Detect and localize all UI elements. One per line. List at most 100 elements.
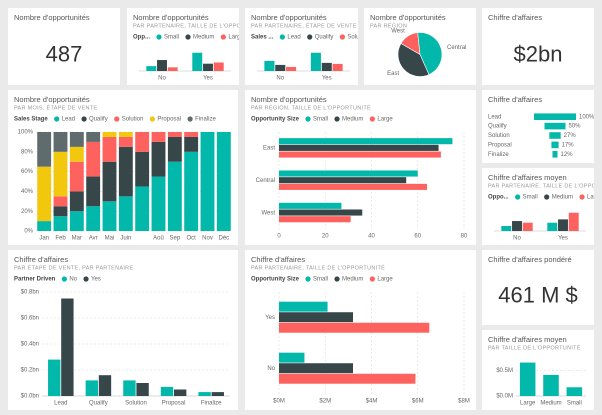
tile-subtitle: PAR PARTENAIRE, TAILLE DE L'OPPORTUNITÉ: [251, 264, 385, 271]
bar: [264, 60, 275, 71]
bar: [566, 387, 583, 396]
y-tick-label: 80%: [21, 149, 34, 155]
x-tick-label: Nov: [202, 236, 213, 242]
tile: Chiffre d'affaires Lead 100% Qualify 50% Solu…: [482, 90, 594, 163]
bar-segment: [37, 132, 52, 167]
bar: [157, 60, 167, 71]
tile-title: Nombre d'opportunités: [133, 13, 209, 22]
bar-segment: [86, 132, 101, 142]
x-tick-label: Oct: [186, 236, 196, 242]
legend-title: Opportunity Size: [251, 117, 300, 123]
y-tick-label: Yes: [265, 315, 275, 321]
bar: [61, 298, 74, 396]
tile-title: Chiffre d'affaires pondéré: [488, 255, 572, 264]
bar: [558, 219, 568, 231]
x-tick-label: 0: [277, 234, 281, 240]
x-tick-label: Medium: [540, 401, 561, 407]
bar-segment: [86, 141, 101, 177]
legend-marker: [185, 34, 191, 40]
slice-label: West: [391, 29, 405, 35]
bar-segment: [69, 146, 84, 162]
bar: [332, 63, 343, 71]
y-tick-label: No: [267, 366, 275, 372]
bar: [279, 373, 416, 384]
x-tick-label: Jan: [39, 236, 49, 242]
legend-marker: [187, 116, 193, 122]
legend-label: Large: [587, 195, 594, 201]
y-tick-label: $0.5M: [496, 368, 513, 374]
y-tick-label: 0%: [24, 229, 33, 235]
bar: [211, 392, 224, 396]
legend-marker: [279, 34, 285, 40]
x-tick-label: Mar: [72, 236, 82, 242]
bar: [321, 62, 332, 71]
bar-segment: [69, 132, 84, 147]
x-tick-label: $6M: [412, 399, 424, 405]
legend-marker: [369, 276, 375, 282]
x-tick-label: No: [276, 76, 284, 82]
x-tick-label: Sep: [169, 236, 180, 242]
legend-label: Lead: [287, 35, 300, 41]
funnel-bar: [534, 113, 576, 120]
legend-marker: [305, 276, 311, 282]
legend-marker: [156, 34, 162, 40]
funnel-label: Proposal: [488, 142, 512, 148]
legend-label: Medium: [342, 277, 363, 283]
bar: [547, 222, 558, 231]
legend-marker: [149, 116, 156, 122]
value-label: 17%: [562, 142, 575, 148]
bar-segment: [135, 186, 150, 231]
legend-marker: [339, 34, 346, 40]
legend-label: Qualify: [89, 117, 108, 123]
bar-segment: [53, 196, 68, 207]
legend-marker: [81, 116, 87, 122]
x-tick-label: Mai: [105, 236, 115, 242]
x-tick-label: Finalize: [201, 401, 222, 407]
legend-marker: [515, 194, 521, 200]
x-tick-label: No: [158, 76, 166, 82]
legend-title: Opportunity Size: [251, 277, 300, 283]
y-tick-label: $0.0bn: [21, 394, 39, 400]
bar: [519, 362, 536, 396]
bar: [213, 62, 224, 71]
value-label: 27%: [564, 133, 577, 139]
legend-label: Qualify: [315, 35, 334, 41]
legend-marker: [114, 116, 120, 122]
card-value: 487: [46, 42, 83, 67]
tile-subtitle: PAR ÉTAPE DE VENTE, PAR PARTENAIRE: [14, 264, 133, 271]
legend-marker: [334, 276, 340, 282]
legend-label: Proposal: [157, 117, 181, 123]
pie-slice: [417, 32, 443, 75]
funnel-bar: [544, 122, 566, 130]
legend-title: Partner Driven: [14, 277, 56, 283]
bar-segment: [53, 216, 68, 231]
bar: [279, 363, 353, 374]
x-tick-label: Large: [520, 401, 536, 407]
value-label: 12%: [561, 152, 574, 158]
bar-segment: [184, 136, 199, 152]
bar: [279, 183, 427, 190]
x-tick-label: $8M: [458, 399, 470, 405]
legend-label: Medium: [193, 35, 214, 41]
x-tick-label: Déc: [218, 236, 229, 242]
bar: [279, 202, 342, 209]
bar: [568, 212, 579, 231]
legend-title: Oppo...: [488, 195, 509, 201]
legend-marker: [305, 116, 311, 122]
legend-marker: [54, 116, 60, 122]
tile-subtitle: PAR PARTENAIRE, ÉTAPE DE VENTE: [251, 22, 357, 29]
legend-label: Solution: [347, 35, 358, 41]
bar-segment: [151, 132, 166, 142]
bar-segment: [118, 146, 133, 197]
legend-title: Opp...: [133, 35, 150, 41]
bar-segment: [37, 166, 52, 222]
bar-segment: [151, 176, 166, 231]
bar: [279, 312, 353, 323]
